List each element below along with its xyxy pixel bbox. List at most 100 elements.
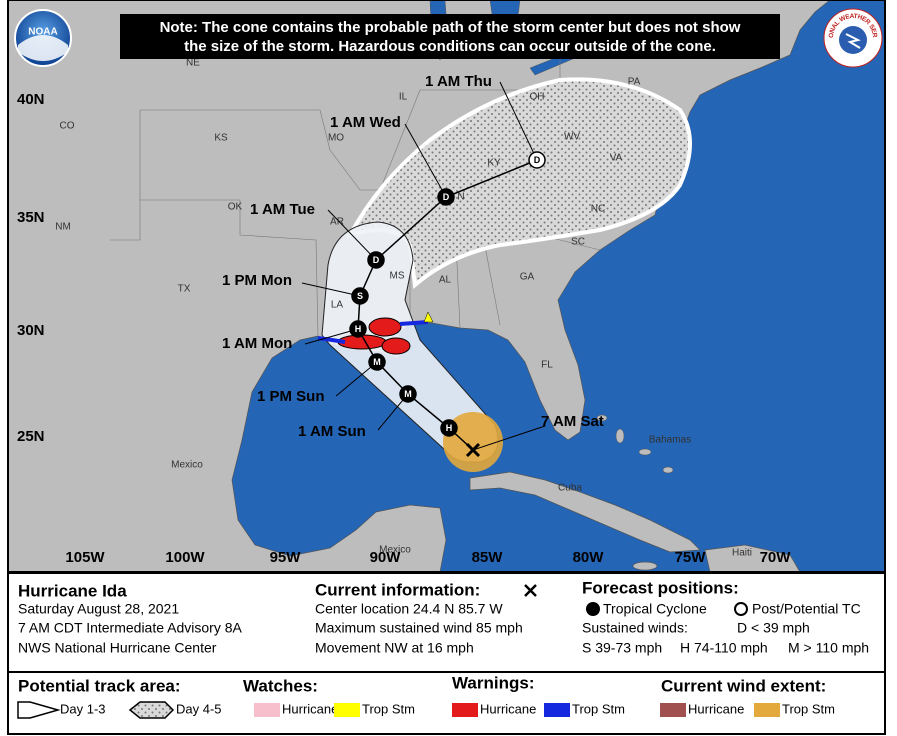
border <box>139 109 380 200</box>
leader-line <box>304 328 359 345</box>
leader-line <box>499 81 538 161</box>
forecast-title: Forecast positions: <box>582 578 739 597</box>
legend-title: Watches: <box>243 676 318 695</box>
tropical-storm-wind-extent <box>443 412 503 472</box>
island <box>615 428 625 444</box>
region-label: NM <box>55 222 71 233</box>
region-label: OH <box>530 92 545 103</box>
latitude-label: 35N <box>17 209 45 226</box>
forecast-marker <box>399 385 417 403</box>
current-info: Maximum sustained wind 85 mph <box>315 620 523 636</box>
storm-info: NWS National Hurricane Center <box>18 640 217 656</box>
island <box>662 466 674 474</box>
legend-title: Warnings: <box>452 673 534 692</box>
leader-line <box>404 123 447 198</box>
day-1-3-icon <box>17 701 61 719</box>
region-label: KY <box>487 158 501 169</box>
leader-line <box>335 361 378 397</box>
region-label: OK <box>228 202 243 213</box>
legend-label: Day 1-3 <box>60 701 106 716</box>
jamaica <box>632 561 658 571</box>
leader-line <box>472 425 546 451</box>
forecast-marker <box>440 419 458 437</box>
region-label: Cuba <box>558 483 582 494</box>
forecast-marker-letter: H <box>446 423 453 433</box>
region-label: FL <box>541 360 553 371</box>
longitude-label: 95W <box>270 549 302 566</box>
forecast-marker-letter: M <box>373 357 381 367</box>
forecast-time-label: 7 AM Sat <box>541 413 604 430</box>
region-label: Haiti <box>732 548 752 559</box>
region-label: KS <box>214 133 228 144</box>
noaa-logo-wave <box>18 35 68 61</box>
latitude-label: 25N <box>17 428 45 445</box>
storm-info: 7 AM CDT Intermediate Advisory 8A <box>18 620 242 636</box>
legend-label: Hurricane <box>688 701 744 716</box>
forecast-time-label: 1 AM Wed <box>330 114 401 131</box>
region-label: PA <box>628 77 641 88</box>
region-label: AR <box>330 217 344 228</box>
legend-title: Current wind extent: <box>661 676 826 695</box>
post-tc-icon <box>734 602 748 616</box>
latitude-label: 30N <box>17 322 45 339</box>
forecast-time-label: 1 AM Mon <box>222 335 292 352</box>
region-label: VA <box>610 153 623 164</box>
warning-area <box>381 337 411 355</box>
forecast-track: 7 AM Sat H 1 AM Sun M 1 PM Sun M 1 AM Mon H 1 PM… <box>222 73 604 458</box>
region-label: SC <box>571 237 585 248</box>
region-label: NC <box>591 204 605 215</box>
forecast-key: H 74-110 mph <box>680 640 768 656</box>
cone-day-4-5 <box>345 77 692 289</box>
region-label: Bahamas <box>649 435 691 446</box>
longitude-label: 100W <box>165 549 205 566</box>
latitude-label: 40N <box>17 91 45 108</box>
legend-label: Hurricane <box>282 701 338 716</box>
tropical-cyclone-icon <box>586 602 600 616</box>
border <box>379 40 561 191</box>
forecast-marker <box>349 320 367 338</box>
coordinate-labels: 40N 35N 30N 25N 105W 100W 95W 90W 85W 80W 75W 70W <box>17 91 791 566</box>
forecast-marker-letter: M <box>404 389 412 399</box>
region-label: N <box>457 192 464 203</box>
region-label: TX <box>178 284 191 295</box>
tropical-storm-watch <box>423 311 434 323</box>
legend-label: Trop Stm <box>572 701 625 716</box>
forecast-time-label: 1 AM Thu <box>425 73 492 90</box>
legend-label: Day 4-5 <box>176 701 222 716</box>
legend-label: Trop Stm <box>362 701 415 716</box>
region-label: MS <box>390 271 405 282</box>
region-label: Mexico <box>171 460 203 471</box>
trop-storm-wind-swatch <box>754 703 780 717</box>
region-label: GA <box>520 272 535 283</box>
forecast-marker-letter: D <box>373 255 380 265</box>
legend-title: Potential track area: <box>18 676 181 695</box>
longitude-label: 70W <box>760 549 792 566</box>
storm-name: Hurricane Ida <box>18 581 127 600</box>
forecast-marker-letter: D <box>443 192 450 202</box>
forecast-key: M > 110 mph <box>788 640 869 656</box>
leader-line <box>327 209 377 261</box>
longitude-label: 90W <box>370 549 402 566</box>
region-label: Mexico <box>379 545 411 556</box>
tropical-storm-warning <box>399 320 429 326</box>
current-info-title: Current information: <box>315 580 480 599</box>
current-info: Movement NW at 16 mph <box>315 640 474 656</box>
x-stroke <box>524 584 537 597</box>
nws-logo-center <box>839 26 867 54</box>
note-line: the size of the storm. Hazardous conditi… <box>184 38 716 55</box>
forecast-time-label: 1 AM Sun <box>298 423 366 440</box>
current-info: Center location 24.4 N 85.7 W <box>315 601 503 617</box>
forecast-key: S 39-73 mph <box>582 640 662 656</box>
forecast-marker <box>368 353 386 371</box>
bahamas <box>596 414 674 474</box>
forecast-time-label: 1 PM Mon <box>222 272 292 289</box>
hurricane-watch-swatch <box>254 703 280 717</box>
longitude-label: 75W <box>675 549 707 566</box>
forecast-marker-letter: H <box>355 324 362 334</box>
storm-info: Saturday August 28, 2021 <box>18 601 179 617</box>
day-4-5-icon <box>128 701 175 719</box>
legend-label: Hurricane <box>480 701 536 716</box>
region-label: MO <box>328 133 344 144</box>
